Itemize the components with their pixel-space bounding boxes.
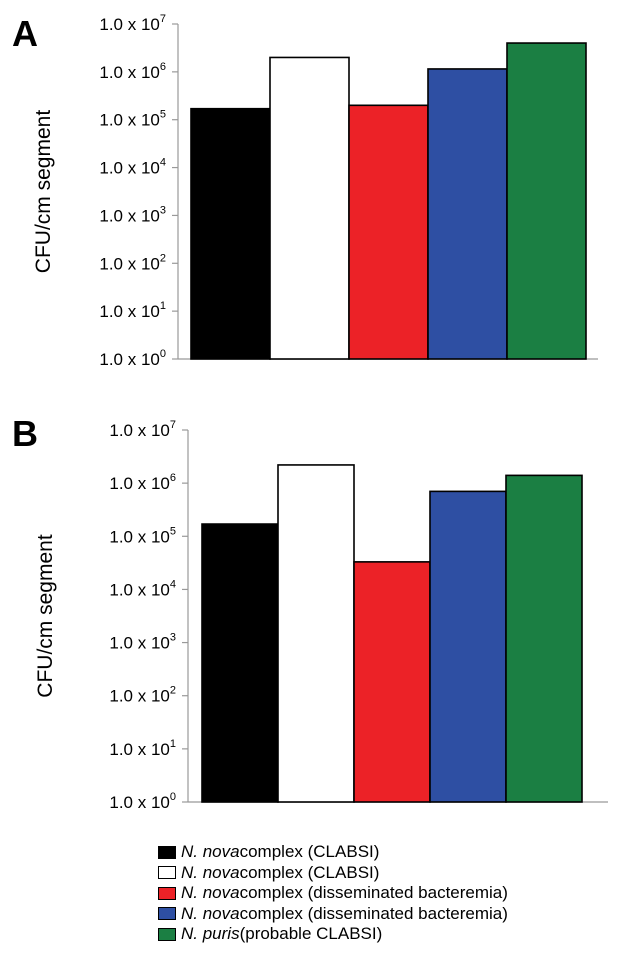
bar-3: [353, 561, 431, 803]
y-axis-label: CFU/cm segment: [32, 110, 55, 274]
bar-1: [201, 523, 279, 803]
y-tick-label: 1.0 x 102: [99, 252, 166, 273]
y-tick-label: 1.0 x 107: [109, 419, 176, 440]
panel-letter: B: [12, 413, 38, 454]
y-tick-label: 1.0 x 104: [99, 157, 166, 178]
legend-swatch: [158, 927, 176, 941]
legend-item: N. nova complex (CLABSI): [158, 842, 508, 863]
y-tick-label: 1.0 x 102: [109, 685, 176, 706]
legend-swatch: [158, 845, 176, 859]
panel-a: A CFU/cm segment 1.0 x 100 1.0 x 101 1.0 x 1…: [12, 13, 598, 369]
y-tick-label: 1.0 x 104: [109, 578, 176, 599]
legend-swatch: [158, 886, 176, 900]
y-tick-label: 1.0 x 105: [109, 525, 176, 546]
legend-item: N. nova complex (disseminated bacteremia…: [158, 883, 508, 904]
panel-b: B CFU/cm segment 1.0 x 100 1.0 x 101 1.0 x 1…: [12, 413, 608, 812]
bar-1: [190, 107, 271, 360]
bar-5: [506, 42, 587, 360]
legend-description: complex (disseminated bacteremia): [239, 903, 508, 923]
legend-description: complex (CLABSI): [239, 842, 380, 861]
y-tick-label: 1.0 x 106: [99, 61, 166, 82]
legend-description: complex (disseminated bacteremia): [239, 883, 508, 902]
legend-species: N. nova: [181, 862, 240, 882]
y-tick-label: 1.0 x 100: [109, 791, 176, 812]
bar-5: [505, 474, 583, 803]
legend-species: N. nova: [181, 903, 240, 923]
y-tick-label: 1.0 x 103: [109, 632, 176, 653]
panel-letter: A: [12, 13, 38, 54]
bar-2: [269, 56, 350, 360]
legend-item: N. puris (probable CLABSI): [158, 924, 508, 945]
y-tick-label: 1.0 x 107: [99, 13, 166, 34]
y-tick-label: 1.0 x 106: [109, 472, 176, 493]
bar-2: [277, 464, 355, 803]
legend-species: N. nova: [181, 883, 240, 902]
y-tick-label: 1.0 x 103: [99, 204, 166, 225]
legend-species: N. puris: [181, 924, 240, 943]
legend-item: N. nova complex (CLABSI): [158, 863, 508, 884]
bar-4: [427, 68, 508, 360]
legend-item: N. nova complex (disseminated bacteremia…: [158, 904, 508, 925]
y-tick-label: 1.0 x 101: [109, 738, 176, 759]
legend-swatch: [158, 907, 176, 921]
y-tick-label: 1.0 x 105: [99, 109, 166, 130]
y-tick-label: 1.0 x 101: [99, 300, 166, 321]
legend-species: N. nova: [181, 842, 240, 861]
legend-description: (probable CLABSI): [239, 924, 383, 943]
y-tick-label: 1.0 x 100: [99, 348, 166, 369]
y-axis-label: CFU/cm segment: [34, 534, 57, 698]
bar-3: [348, 104, 429, 360]
legend: N. nova complex (CLABSI) N. nova complex …: [158, 842, 508, 945]
legend-swatch: [158, 866, 176, 880]
bar-4: [429, 490, 507, 803]
legend-description: complex (CLABSI): [239, 862, 380, 882]
